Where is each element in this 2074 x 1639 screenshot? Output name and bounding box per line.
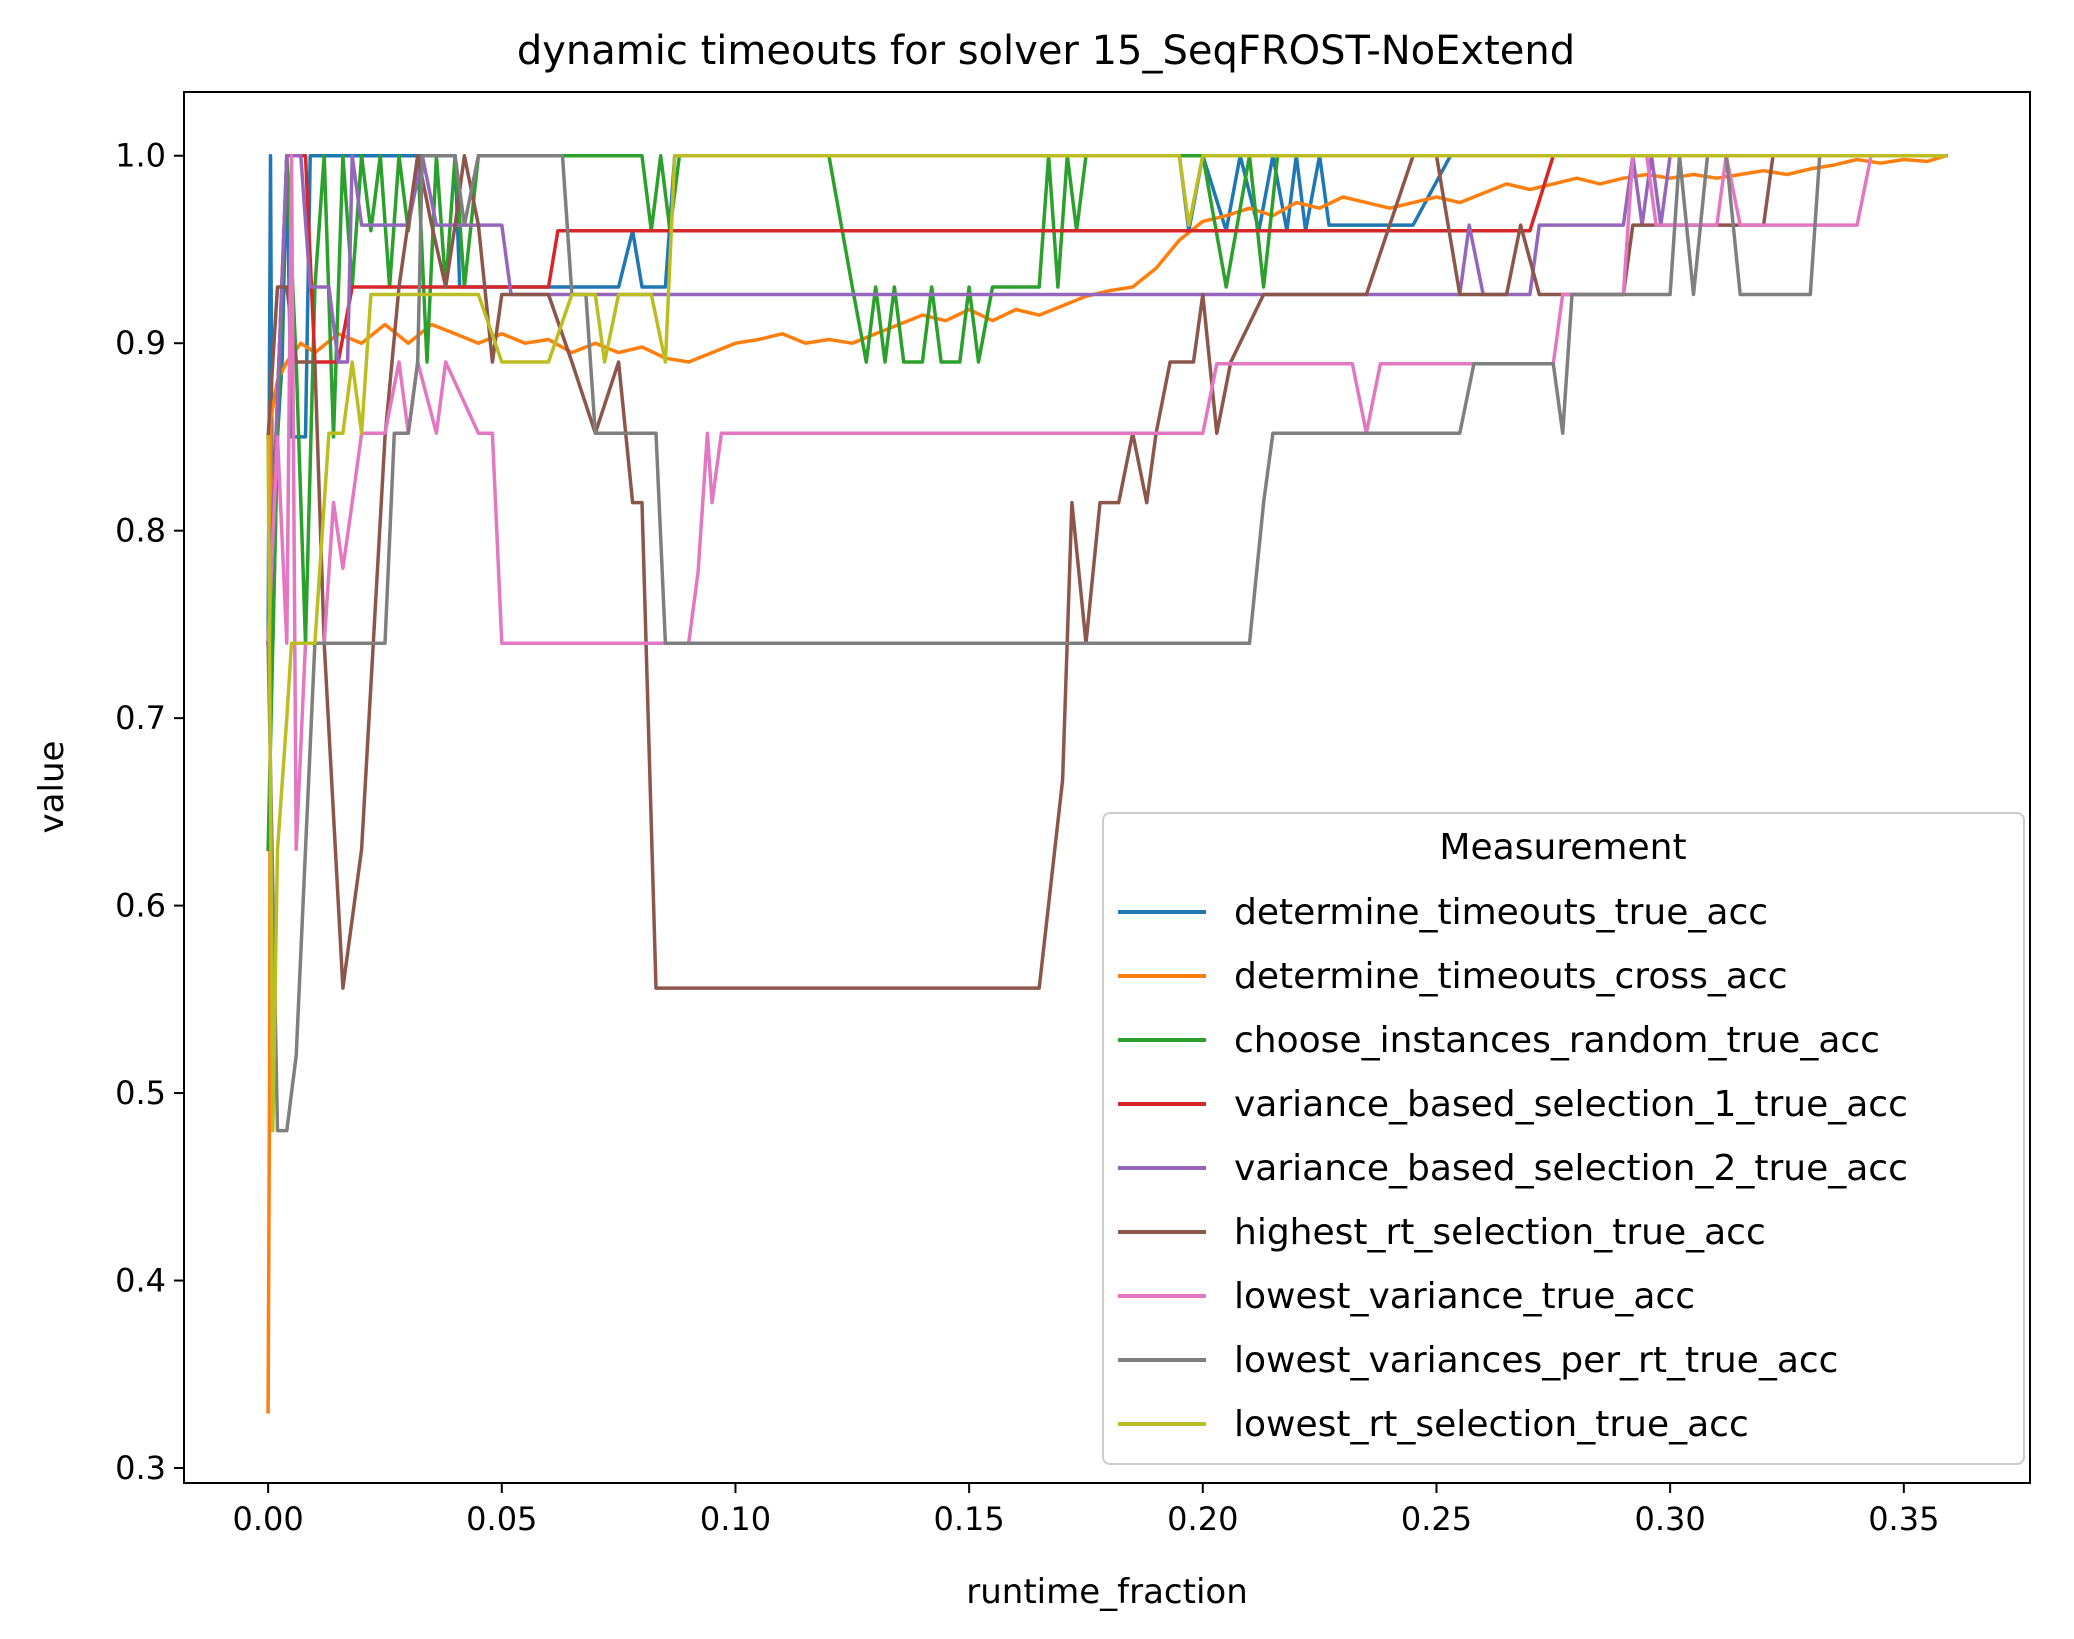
legend-label-choose_instances_random_true_acc: choose_instances_random_true_acc xyxy=(1234,1020,1880,1061)
series-line-highest_rt_selection_true_acc xyxy=(266,153,1948,990)
legend-label-variance_based_selection_2_true_acc: variance_based_selection_2_true_acc xyxy=(1234,1148,1908,1189)
chart-title: dynamic timeouts for solver 15_SeqFROST-… xyxy=(517,28,1575,74)
legend-label-determine_timeouts_cross_acc: determine_timeouts_cross_acc xyxy=(1234,956,1788,997)
y-tick-label: 0.4 xyxy=(115,1262,166,1300)
legend-label-determine_timeouts_true_acc: determine_timeouts_true_acc xyxy=(1234,892,1768,933)
x-tick-label: 0.10 xyxy=(700,1500,771,1538)
x-tick-label: 0.20 xyxy=(1167,1500,1238,1538)
x-tick-label: 0.15 xyxy=(934,1500,1005,1538)
x-tick-label: 0.25 xyxy=(1401,1500,1472,1538)
series-line-lowest_variances_per_rt_true_acc xyxy=(266,153,1948,1133)
x-axis-label: runtime_fraction xyxy=(966,1572,1248,1612)
legend-title: Measurement xyxy=(1439,827,1686,868)
y-tick-label: 0.9 xyxy=(115,324,166,362)
legend-label-lowest_variance_true_acc: lowest_variance_true_acc xyxy=(1234,1276,1695,1317)
series-line-lowest_variance_true_acc xyxy=(266,153,1948,852)
y-axis-label: value xyxy=(32,741,72,834)
series-layer xyxy=(266,153,1949,1414)
legend-label-lowest_variances_per_rt_true_acc: lowest_variances_per_rt_true_acc xyxy=(1234,1340,1838,1381)
plot-area: 0.00 0.05 0.10 0.15 0.20 0.25 0.30 0.35 0.30.40… xyxy=(115,91,2031,1538)
legend-label-lowest_rt_selection_true_acc: lowest_rt_selection_true_acc xyxy=(1234,1404,1749,1445)
y-tick-label: 0.5 xyxy=(115,1074,166,1112)
y-tick-label: 0.6 xyxy=(115,887,166,925)
x-tick-label: 0.30 xyxy=(1635,1500,1706,1538)
y-tick-label: 1.0 xyxy=(115,137,166,175)
axes-frame xyxy=(183,91,2031,1484)
legend-items: determine_timeouts_true_acc determine_tim… xyxy=(1118,892,1908,1445)
legend-label-variance_based_selection_1_true_acc: variance_based_selection_1_true_acc xyxy=(1234,1084,1908,1125)
x-tick-label: 0.35 xyxy=(1868,1500,1939,1538)
x-tick-label: 0.05 xyxy=(466,1500,537,1538)
x-axis-ticks: 0.00 0.05 0.10 0.15 0.20 0.25 0.30 0.35 xyxy=(232,1483,1939,1538)
series-line-lowest_rt_selection_true_acc xyxy=(266,153,1948,1133)
x-tick-label: 0.00 xyxy=(232,1500,303,1538)
y-tick-label: 0.8 xyxy=(115,512,166,550)
y-axis-ticks: 0.3 0.4 0.5 0.6 0.7 0.8 0.9 1.0 xyxy=(115,137,184,1487)
y-tick-label: 0.7 xyxy=(115,699,166,737)
legend-box xyxy=(1102,812,2025,1465)
legend-label-highest_rt_selection_true_acc: highest_rt_selection_true_acc xyxy=(1234,1212,1766,1253)
legend: Measurement determine_timeouts_true_accd… xyxy=(1102,812,2025,1465)
series-line-variance_based_selection_2_true_acc xyxy=(266,153,1948,646)
y-tick-label: 0.3 xyxy=(115,1449,166,1487)
